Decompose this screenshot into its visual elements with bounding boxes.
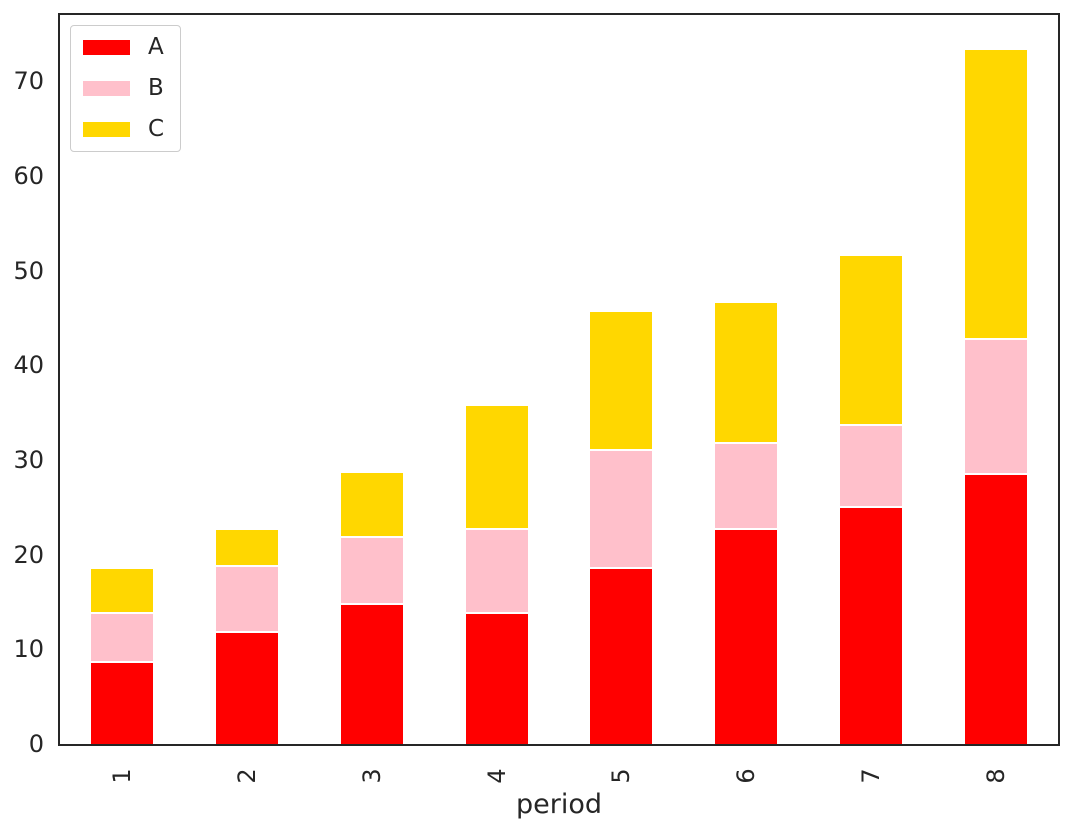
y-axis-tick-labels: 0 10 20 30 40 50 60 70 [0,15,44,756]
x-tick-label-8: 8 [981,768,1010,784]
bar-7-segment-A [839,508,902,744]
x-tick-label-4: 4 [482,768,511,784]
bar-5-segment-B [590,451,653,569]
x-tick-label-3: 3 [357,768,386,784]
legend-swatch-icon [83,81,130,96]
bar-2-segment-A [216,633,279,744]
y-tick-label-50: 50 [13,256,44,285]
bar-1-segment-C [91,568,154,615]
legend-label: B [148,75,164,101]
x-tick-label-1: 1 [108,768,137,784]
y-tick-label-0: 0 [28,730,44,758]
x-tick-label-7: 7 [856,768,885,784]
bar-7-segment-B [839,425,902,509]
legend-swatch-icon [83,40,130,55]
bar-6-segment-B [715,443,778,531]
bar-8-segment-B [964,339,1027,476]
bar-1-segment-B [91,614,154,663]
bar-2-segment-B [216,566,279,634]
y-tick-label-20: 20 [13,540,44,569]
bar-7-segment-C [839,255,902,426]
bar-8-segment-C [964,50,1027,340]
bar-3-segment-A [340,604,403,744]
x-tick-label-6: 6 [732,768,761,784]
y-tick-label-60: 60 [13,161,44,190]
bar-1-segment-A [91,662,154,744]
bar-4-segment-A [465,614,528,744]
bar-3-segment-B [340,537,403,605]
y-tick-label-70: 70 [13,67,44,96]
legend-item-b: B [83,77,164,100]
bar-3-segment-C [340,473,403,538]
legend-label: C [148,116,165,142]
legend-item-c: C [83,118,164,141]
legend-item-a: A [83,36,164,59]
y-tick-label-40: 40 [13,351,44,380]
x-tick-label-2: 2 [233,768,262,784]
bar-6-segment-C [715,302,778,444]
x-tick-label-5: 5 [607,768,636,784]
y-tick-label-10: 10 [13,635,44,664]
bar-8-segment-A [964,475,1027,744]
x-axis-label: period [515,789,603,820]
y-tick-label-30: 30 [13,445,44,474]
bar-5-segment-A [590,568,653,744]
legend-label: A [148,34,164,60]
bar-6-segment-A [715,530,778,744]
bar-5-segment-C [590,312,653,452]
bar-4-segment-C [465,406,528,531]
legend-swatch-icon [83,122,130,137]
bar-2-segment-C [216,530,279,567]
bar-4-segment-B [465,530,528,615]
